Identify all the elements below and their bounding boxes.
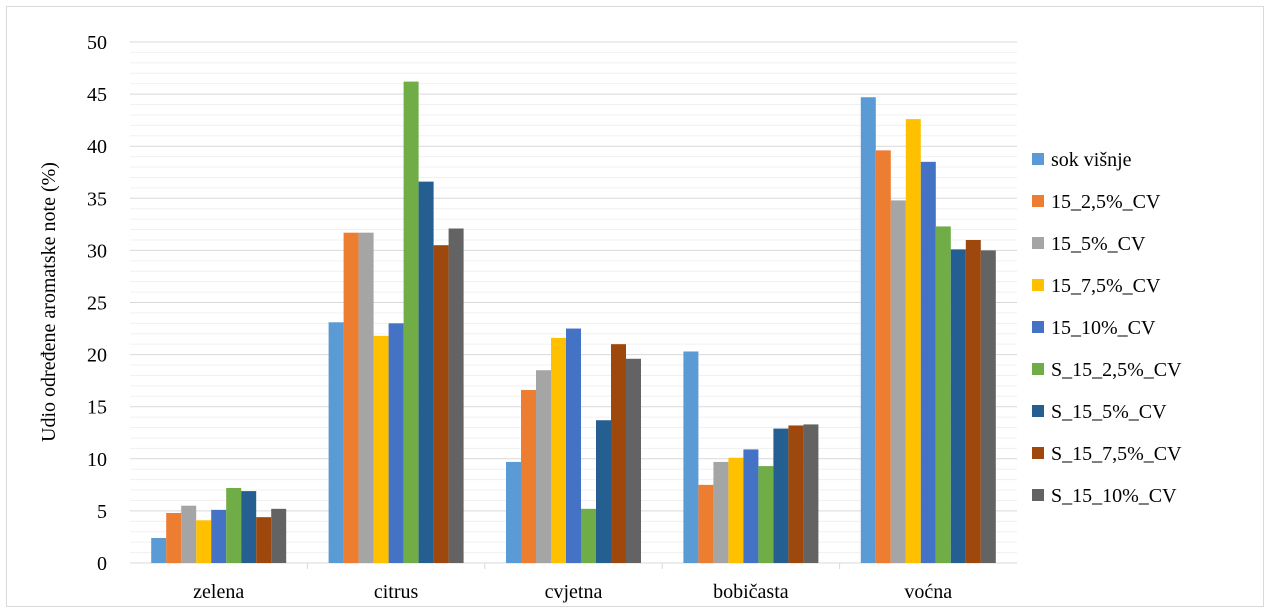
- x-tick-label: citrus: [374, 581, 419, 603]
- bar: [581, 508, 596, 563]
- bar: [698, 484, 714, 563]
- bar: [181, 505, 197, 563]
- bar: [521, 390, 536, 563]
- bar: [596, 420, 611, 563]
- bar: [196, 520, 212, 563]
- bar: [935, 226, 951, 563]
- bar: [536, 370, 551, 563]
- y-tick-label: 30: [87, 240, 107, 262]
- legend-swatch: [1032, 279, 1044, 291]
- y-tick-label: 15: [87, 397, 107, 419]
- bar: [551, 337, 566, 563]
- legend-swatch: [1032, 363, 1044, 375]
- y-tick-label: 10: [87, 449, 107, 471]
- bar: [758, 466, 774, 563]
- bar: [683, 351, 699, 563]
- legend-label: S_15_7,5%_CV: [1051, 443, 1182, 465]
- bars: [151, 81, 996, 564]
- y-axis-ticks: 0 5 10 15 20 25 30 35 40 45 50: [87, 32, 107, 575]
- bar: [256, 517, 272, 563]
- legend-label: 15_5%_CV: [1051, 233, 1146, 255]
- bar: [271, 508, 287, 563]
- y-tick-label: 40: [87, 136, 107, 158]
- bar: [226, 487, 242, 563]
- legend-label: S_15_2,5%_CV: [1051, 359, 1182, 381]
- y-tick-label: 35: [87, 188, 107, 210]
- bar: [788, 425, 804, 563]
- y-axis-title: Udio određene aromatske note (%): [38, 162, 60, 442]
- bar: [403, 81, 419, 563]
- x-tick-label: bobičasta: [713, 581, 789, 603]
- legend-label: S_15_10%_CV: [1051, 485, 1177, 507]
- legend-label: 15_10%_CV: [1051, 317, 1156, 339]
- x-tick-label: voćna: [904, 581, 952, 603]
- bar: [728, 457, 744, 563]
- legend-swatch: [1032, 237, 1044, 249]
- legend-label: sok višnje: [1051, 149, 1132, 171]
- y-tick-label: 25: [87, 293, 107, 315]
- bar: [566, 328, 581, 563]
- legend-swatch: [1032, 153, 1044, 165]
- bar: [343, 232, 359, 563]
- x-axis-ticks: zelena citrus cvjetna bobičasta voćna: [193, 563, 952, 603]
- legend-label: S_15_5%_CV: [1051, 401, 1167, 423]
- y-tick-label: 0: [97, 553, 107, 575]
- bar: [506, 461, 521, 563]
- x-tick-label: cvjetna: [545, 581, 603, 603]
- bar: [151, 537, 167, 563]
- bar: [166, 512, 182, 563]
- y-tick-label: 50: [87, 32, 107, 54]
- bar: [905, 119, 921, 563]
- legend-label: 15_7,5%_CV: [1051, 275, 1161, 297]
- y-tick-label: 20: [87, 345, 107, 367]
- bar: [328, 322, 344, 563]
- bar: [448, 228, 464, 563]
- legend-label: 15_2,5%_CV: [1051, 191, 1161, 213]
- bar: [433, 245, 449, 563]
- legend-swatch: [1032, 321, 1044, 333]
- bar: [388, 323, 404, 563]
- legend-swatch: [1032, 447, 1044, 459]
- bar: [373, 335, 389, 563]
- bar: [890, 200, 906, 563]
- bar: [743, 449, 759, 563]
- bar: [860, 97, 876, 563]
- legend-swatch: [1032, 405, 1044, 417]
- bar: [358, 232, 374, 563]
- x-tick-label: zelena: [193, 581, 244, 603]
- bar: [980, 250, 996, 563]
- bar: [418, 181, 434, 564]
- bar: [611, 344, 626, 563]
- bar: [875, 150, 891, 564]
- y-tick-label: 45: [87, 84, 107, 106]
- legend-swatch: [1032, 489, 1044, 501]
- bar: [211, 509, 227, 563]
- bar: [773, 428, 789, 563]
- bar: [803, 424, 819, 563]
- bar: [950, 249, 966, 563]
- bar: [626, 358, 641, 563]
- bar: [920, 161, 936, 563]
- bar: [713, 461, 729, 563]
- legend-swatch: [1032, 195, 1044, 207]
- y-tick-label: 5: [97, 501, 107, 523]
- legend: sok višnje 15_2,5%_CV 15_5%_CV 15_7,5%_CV 15…: [1032, 149, 1182, 507]
- bar: [965, 239, 981, 564]
- bar: [241, 491, 257, 563]
